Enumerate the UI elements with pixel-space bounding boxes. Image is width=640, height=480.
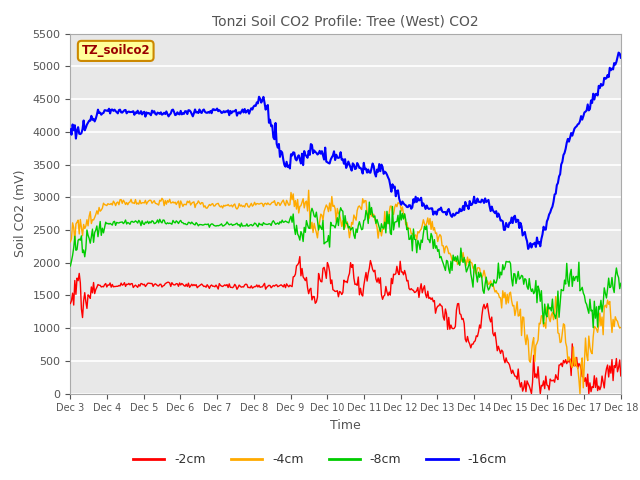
Text: TZ_soilco2: TZ_soilco2 [81, 44, 150, 58]
Legend: -2cm, -4cm, -8cm, -16cm: -2cm, -4cm, -8cm, -16cm [128, 448, 512, 471]
Title: Tonzi Soil CO2 Profile: Tree (West) CO2: Tonzi Soil CO2 Profile: Tree (West) CO2 [212, 14, 479, 28]
X-axis label: Time: Time [330, 419, 361, 432]
Y-axis label: Soil CO2 (mV): Soil CO2 (mV) [14, 170, 27, 257]
